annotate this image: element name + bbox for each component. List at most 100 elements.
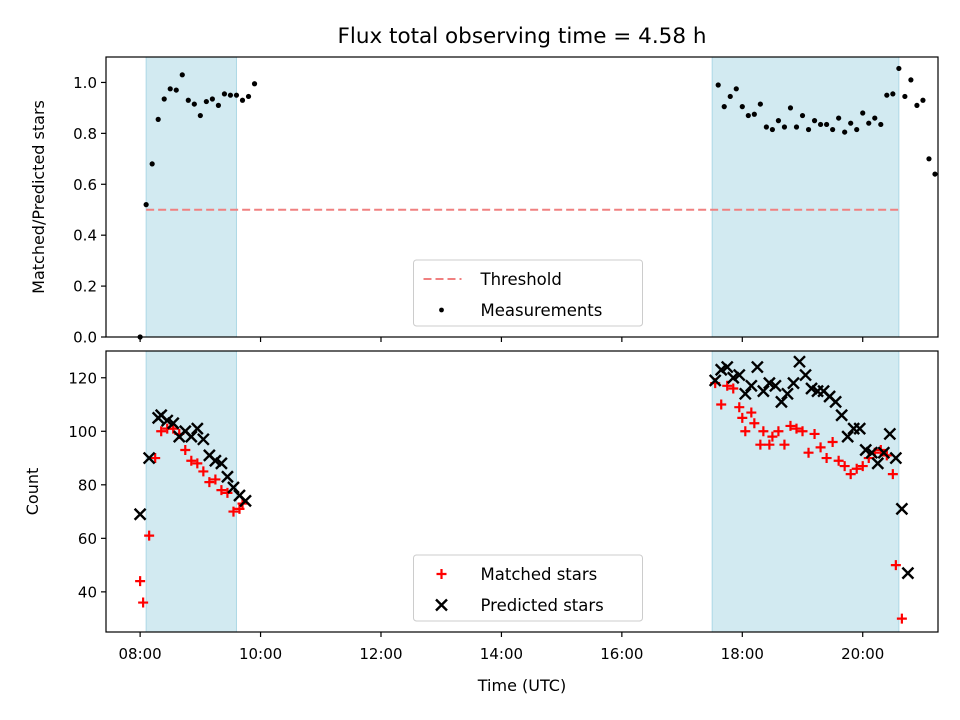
x-tick-label: 20:00 [841, 645, 884, 663]
predicted-stars-point [133, 507, 147, 521]
measurements-point [167, 86, 173, 92]
matched-stars-point [845, 469, 856, 480]
predicted-stars-point [799, 368, 812, 382]
measurements-point [763, 124, 769, 130]
legend: Threshold Measurements [413, 259, 643, 327]
axes-frame [105, 56, 939, 338]
matched-stars-point [764, 439, 775, 450]
matched-stars-point [746, 407, 757, 418]
matched-stars-point [827, 436, 838, 447]
x-tick-label: 10:00 [239, 645, 282, 663]
matched-stars-point [890, 560, 901, 571]
measurements-point [215, 102, 222, 108]
measurements-point [920, 97, 926, 103]
predicted-stars-point [883, 427, 897, 441]
measurements-point [161, 96, 167, 102]
predicted-stars-point [829, 395, 842, 409]
measurements-point [817, 121, 824, 128]
measurements-point [836, 115, 842, 121]
predicted-stars-point [744, 379, 758, 393]
predicted-stars-point [190, 422, 204, 435]
measurements-point [823, 121, 830, 128]
x-tick-label: 16:00 [600, 645, 643, 663]
matched-stars-point [150, 453, 161, 464]
x-tick-label: 14:00 [480, 645, 523, 663]
measurements-point [787, 105, 794, 111]
measurements-point [854, 126, 860, 133]
predicted-stars-point [708, 374, 722, 387]
measurements-point [751, 111, 757, 117]
measurements-point [866, 120, 872, 126]
matched-stars-point [758, 426, 769, 437]
observing-band [711, 350, 900, 633]
figure-title: Flux total observing time = 4.58 h [338, 24, 707, 49]
matched-stars-point [156, 426, 167, 437]
predicted-stars-point [142, 451, 156, 465]
y-tick-label: 60 [78, 530, 97, 548]
measurements-point [155, 116, 161, 122]
predicted-stars-point [197, 432, 210, 446]
measurements-point [721, 104, 727, 110]
measurements-point [745, 112, 751, 119]
matched-stars-point [180, 445, 191, 456]
measurements-point [884, 92, 890, 98]
predicted-stars-point [221, 470, 234, 484]
legend-frame [413, 554, 643, 622]
matched-stars-point [773, 426, 784, 437]
y-tick-label: 0.4 [73, 227, 97, 245]
measurements-point [775, 118, 782, 124]
measurements-point [227, 92, 234, 98]
matched-stars-point [144, 530, 155, 541]
measurements-point [715, 82, 721, 88]
measurements-point [179, 72, 185, 78]
matched-stars-point [785, 420, 796, 431]
matched-stars-point [791, 423, 802, 434]
matched-stars-point [839, 461, 850, 472]
measurements-point [811, 118, 818, 124]
x-tick-label: 18:00 [721, 645, 764, 663]
measurements-point [739, 104, 745, 110]
predicted-stars-point [877, 446, 891, 460]
y-tick-label: 80 [78, 476, 97, 494]
measurements-point [221, 91, 228, 97]
x-axis-label: Time (UTC) [477, 676, 566, 695]
measurements-point [896, 65, 902, 72]
measurements-point [860, 110, 866, 116]
measurements-point [878, 121, 884, 128]
measurements-point [233, 92, 240, 98]
matched-stars-point [204, 477, 215, 488]
matched-stars-point [815, 442, 826, 453]
x-tick-label: 08:00 [119, 645, 162, 663]
measurements-point [769, 126, 776, 133]
measurements-point [926, 156, 932, 162]
measurements-point [848, 120, 854, 126]
matched-stars-point [138, 597, 149, 608]
y-tick-label: 1.0 [73, 74, 97, 92]
observing-band [145, 56, 237, 338]
predicted-stars-point [781, 387, 794, 401]
predicted-stars-point [166, 416, 180, 430]
predicted-stars-point [720, 360, 734, 374]
predicted-stars-point [841, 430, 855, 443]
matched-stars-point [192, 458, 203, 469]
measurements-point [781, 124, 788, 130]
predicted-stars-point [871, 457, 885, 470]
predicted-stars-point [732, 368, 746, 382]
legend-label: Matched stars [481, 565, 598, 584]
predicted-stars-point [895, 502, 909, 516]
matched-stars-point [198, 466, 209, 477]
matched-stars-point [779, 439, 790, 450]
axes-frame [105, 350, 939, 633]
measurements-point [799, 112, 806, 119]
matched-stars-point [851, 463, 862, 474]
legend-marker [436, 569, 447, 579]
predicted-stars-point [769, 379, 782, 393]
matched-stars-point [887, 469, 898, 480]
measurements-point [209, 96, 215, 102]
predicted-stars-point [793, 355, 806, 369]
measurements-point [191, 101, 197, 107]
matched-stars-point [755, 439, 766, 450]
matched-stars-point [135, 576, 146, 587]
predicted-stars-point [757, 384, 770, 398]
